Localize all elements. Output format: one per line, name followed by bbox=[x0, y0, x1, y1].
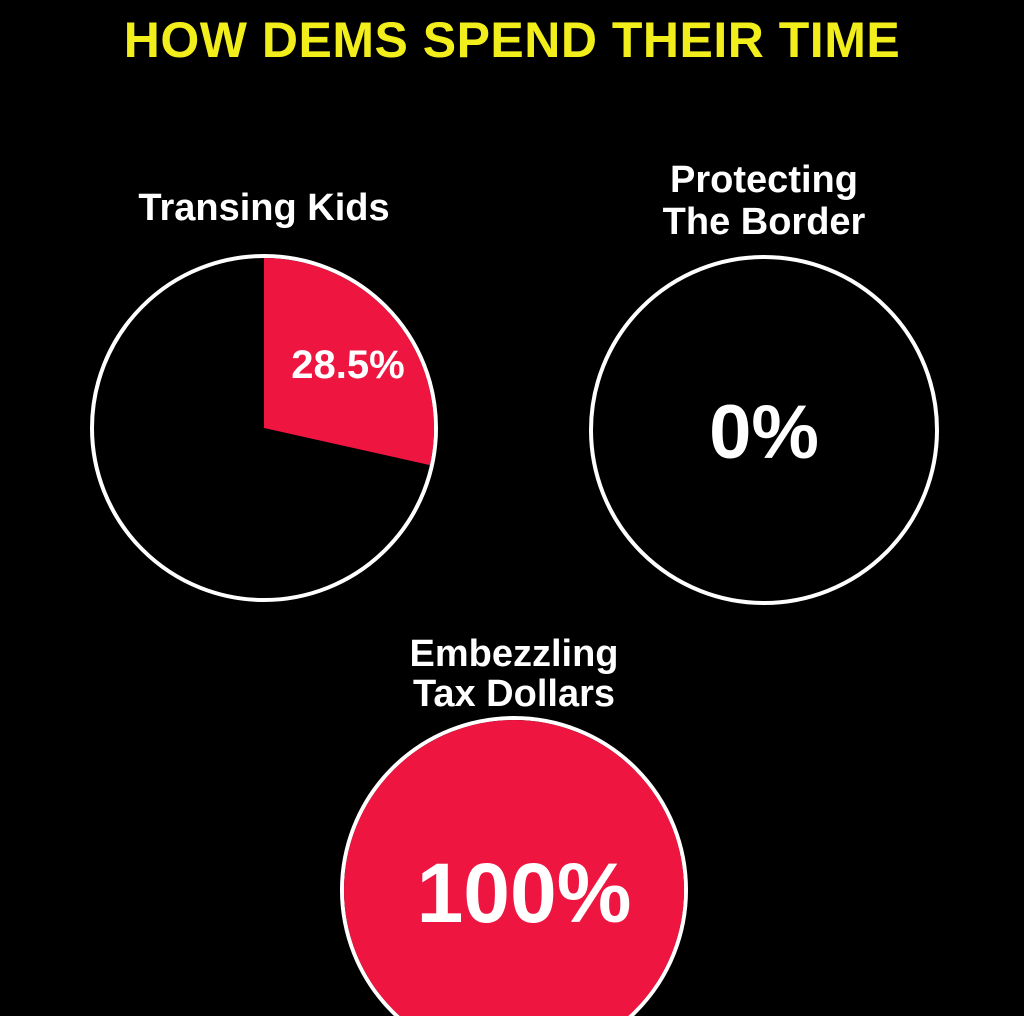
pie-chart-transing-kids: Transing Kids 28.5% bbox=[90, 187, 438, 602]
pie-slice bbox=[344, 720, 684, 1016]
pie-value-label: 100% bbox=[417, 846, 632, 940]
pie-slice bbox=[264, 258, 434, 466]
pie-title-line: Tax Dollars bbox=[413, 673, 615, 715]
pie-value-label: 0% bbox=[709, 390, 819, 475]
pie-title-line: Protecting bbox=[670, 159, 858, 201]
pie-value-label: 28.5% bbox=[291, 343, 404, 387]
pie-title-line: Transing Kids bbox=[138, 187, 389, 229]
pie-title-line: The Border bbox=[663, 201, 866, 243]
pie-title-line: Embezzling bbox=[409, 633, 618, 675]
pie-outline bbox=[589, 255, 939, 605]
page-title: HOW DEMS SPEND THEIR TIME bbox=[123, 12, 901, 68]
